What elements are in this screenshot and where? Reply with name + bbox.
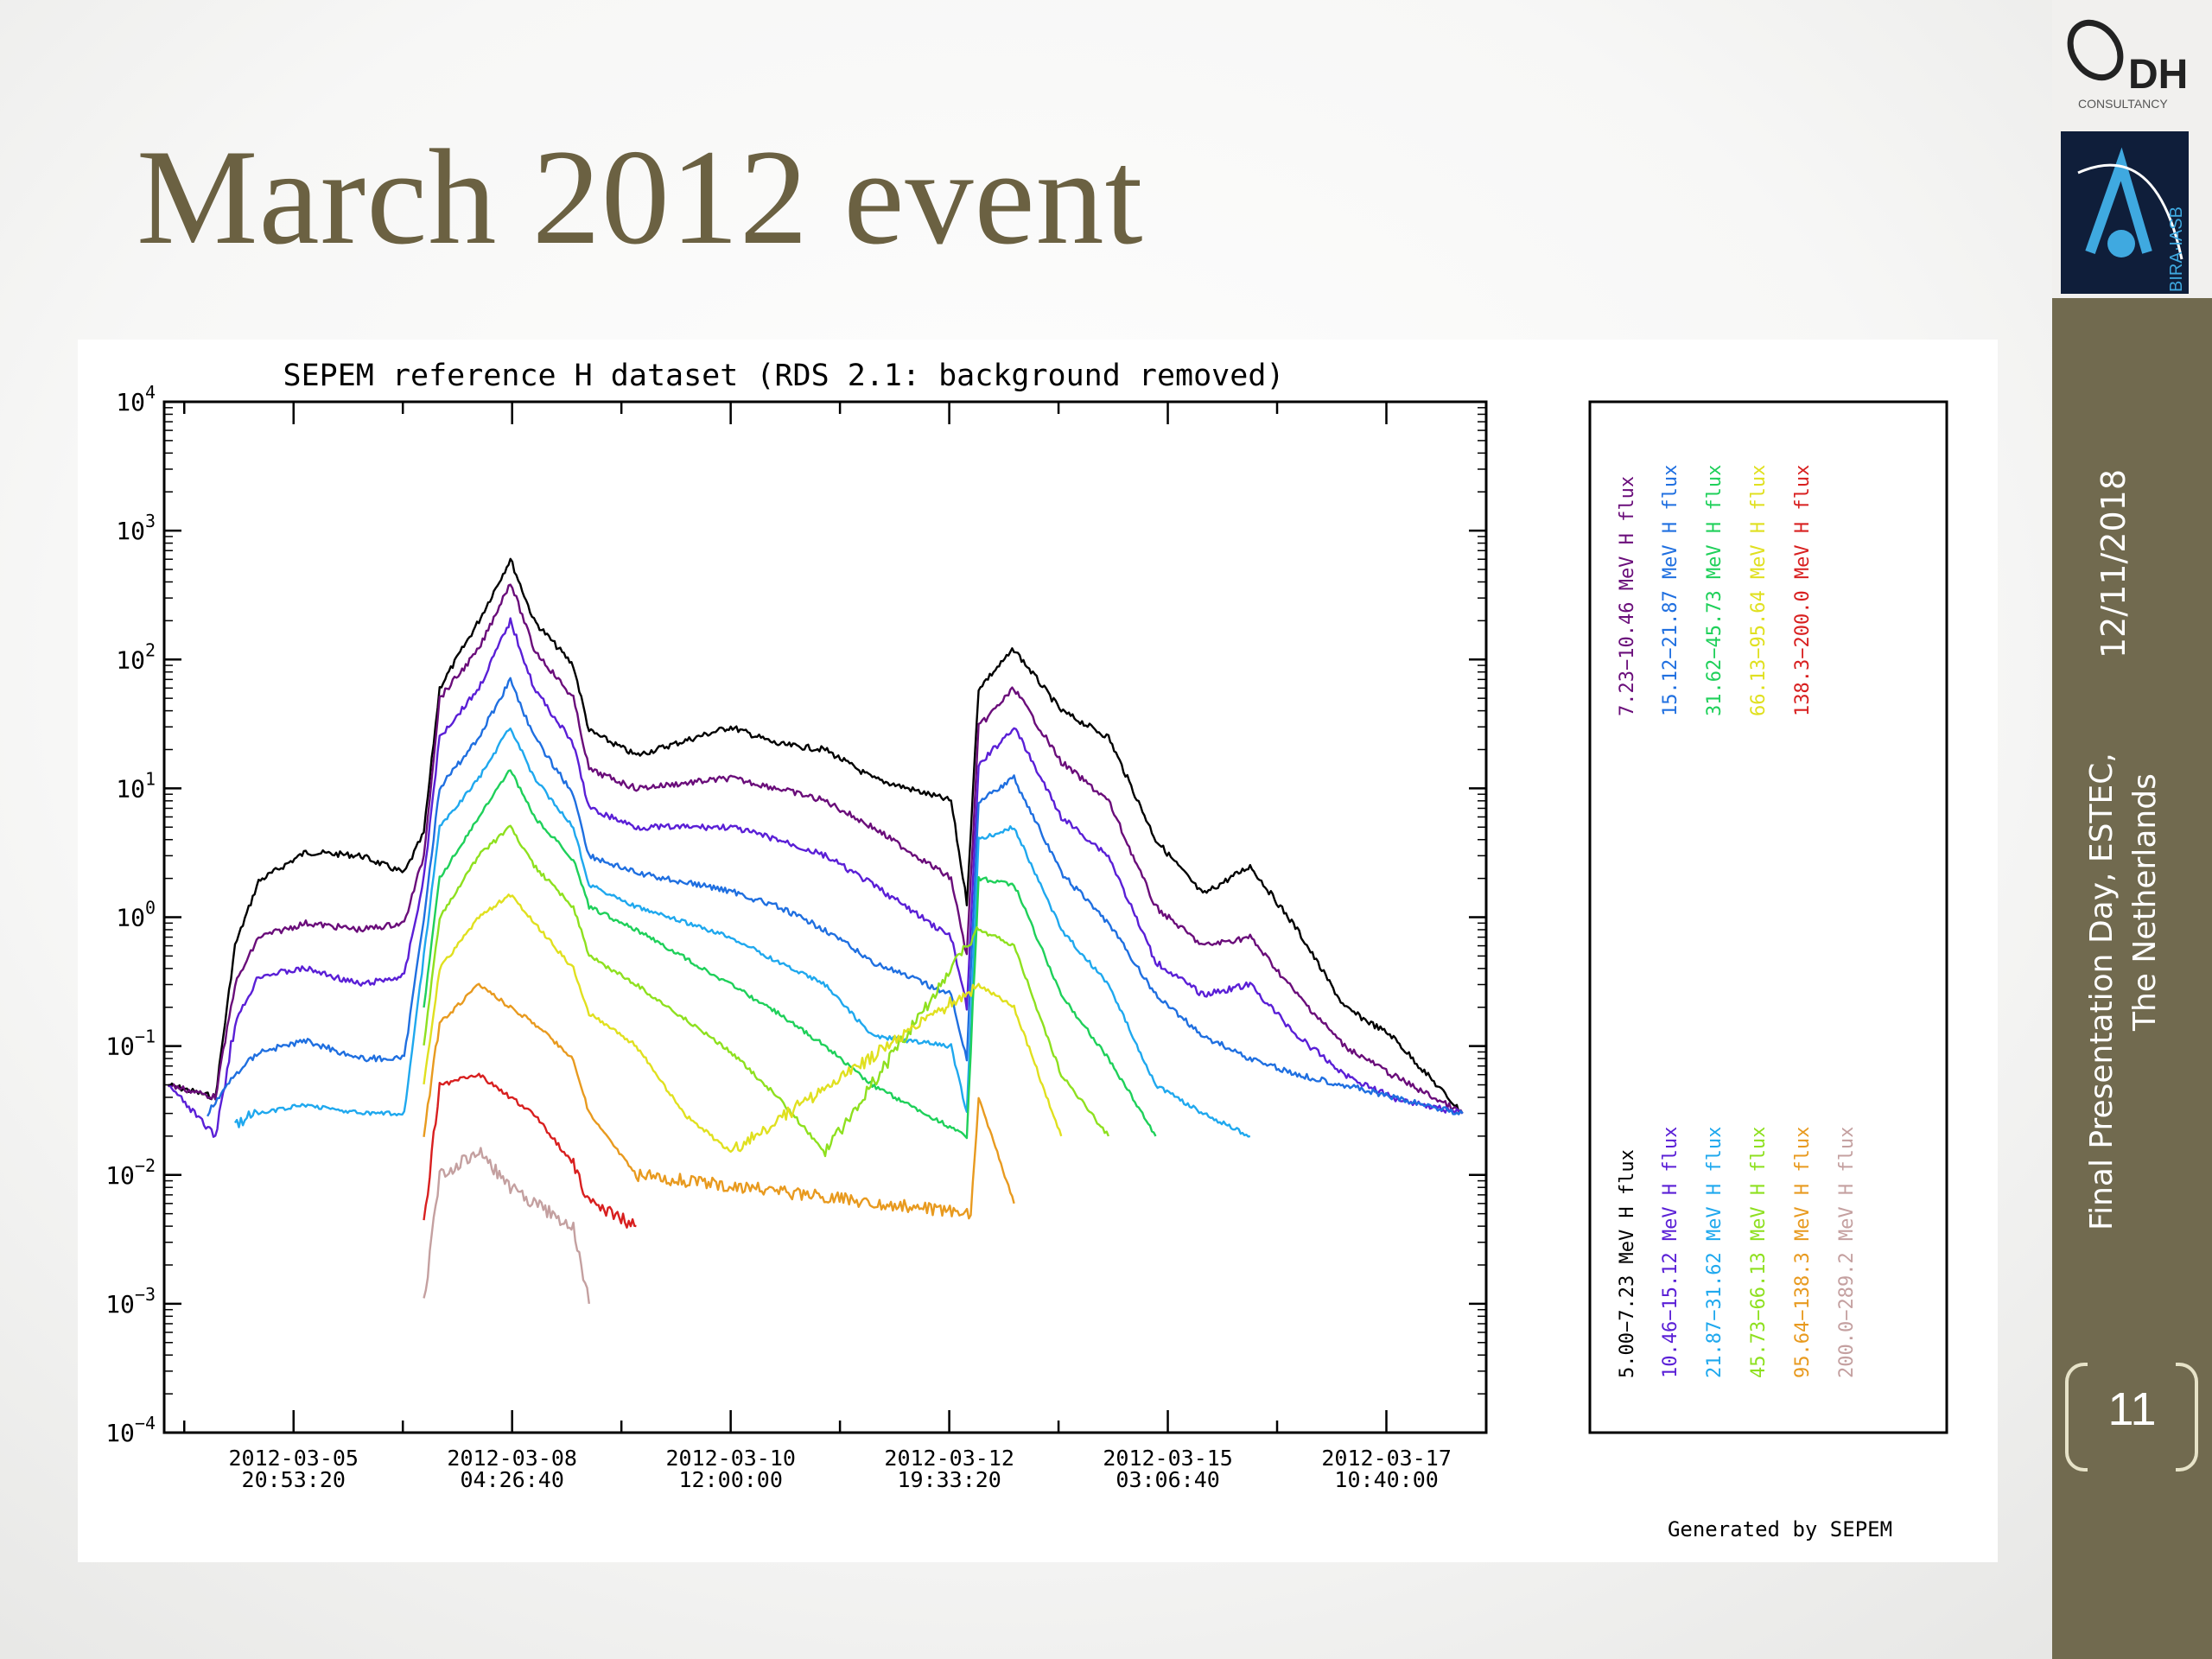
x-tick-label-time: 19:33:20 — [897, 1467, 1001, 1492]
series-line-9 — [423, 982, 1015, 1220]
page-number-bracket-right — [2176, 1363, 2198, 1471]
y-tick-label: 10−2 — [105, 1155, 156, 1190]
page-number-bracket-left — [2065, 1363, 2088, 1471]
x-tick-label-date: 2012-03-15 — [1103, 1446, 1233, 1471]
plot-series — [167, 557, 1464, 1305]
legend-entry-3: 10.46−15.12 MeV H flux — [1660, 1127, 1681, 1378]
legend-entry-9: 95.64−138.3 MeV H flux — [1792, 1127, 1814, 1378]
series-line-10 — [423, 1072, 637, 1229]
slide-date: 12/11/2018 — [2094, 468, 2133, 658]
y-tick-label: 100 — [116, 898, 156, 932]
series-line-7 — [423, 824, 1110, 1158]
x-tick-label-time: 12:00:00 — [679, 1467, 783, 1492]
legend-box — [1588, 400, 1948, 1434]
series-line-3 — [168, 617, 1464, 1138]
legend-entry-5: 21.87−31.62 MeV H flux — [1704, 1127, 1726, 1378]
logo-consultancy-text: CONSULTANCY — [2078, 97, 2168, 111]
legend-entry-8: 66.13−95.64 MeV H flux — [1748, 465, 1770, 716]
legend-entry-7: 45.73−66.13 MeV H flux — [1748, 1127, 1770, 1378]
logo-bira-text: BIRA·IASB — [2167, 207, 2186, 292]
chart-title: SEPEM reference H dataset (RDS 2.1: back… — [283, 359, 1285, 393]
legend-entry-10: 138.3−200.0 MeV H flux — [1792, 465, 1814, 716]
series-line-6 — [423, 769, 1157, 1140]
series-line-8 — [423, 893, 1063, 1154]
x-tick-label-date: 2012-03-08 — [447, 1446, 577, 1471]
x-tick-label-time: 03:06:40 — [1116, 1467, 1219, 1492]
series-line-2 — [167, 583, 1464, 1115]
bira-iasb-logo: BIRA·IASB — [2061, 131, 2189, 294]
y-tick-label: 10−4 — [105, 1413, 156, 1447]
logos: DH CONSULTANCY BIRA·IASB — [2061, 19, 2189, 294]
legend: 5.00−7.23 MeV H flux 10.46−15.12 MeV H fl… — [1617, 465, 1858, 1378]
legend-entry-2: 7.23−10.46 MeV H flux — [1617, 476, 1638, 716]
series-line-4 — [207, 677, 1464, 1117]
y-tick-label: 102 — [116, 639, 156, 674]
legend-entry-11: 200.0−289.2 MeV H flux — [1836, 1127, 1858, 1378]
series-line-5 — [234, 727, 1251, 1138]
y-tick-label: 103 — [116, 511, 156, 545]
slide-footer-line1: Final Presentation Day, ESTEC, — [2084, 753, 2120, 1230]
slide-title: March 2012 event — [137, 122, 1144, 273]
x-tick-label-date: 2012-03-17 — [1321, 1446, 1452, 1471]
y-tick-label: 104 — [116, 382, 156, 416]
y-tick-label: 101 — [116, 768, 156, 803]
x-tick-label-time: 20:53:20 — [242, 1467, 346, 1492]
chart-area: SEPEM reference H dataset (RDS 2.1: back… — [78, 340, 1998, 1562]
x-tick-label-date: 2012-03-12 — [884, 1446, 1014, 1471]
legend-entry-6: 31.62−45.73 MeV H flux — [1704, 465, 1726, 716]
logos-panel: DH CONSULTANCY BIRA·IASB — [2052, 0, 2212, 298]
series-line-11 — [423, 1147, 590, 1305]
page-number: 11 — [2107, 1383, 2157, 1435]
x-tick-label-time: 04:26:40 — [460, 1467, 563, 1492]
legend-entry-4: 15.12−21.87 MeV H flux — [1660, 465, 1681, 716]
axis-ticks — [164, 400, 1486, 1434]
legend-entry-1: 5.00−7.23 MeV H flux — [1617, 1149, 1638, 1378]
y-tick-label: 10−1 — [105, 1027, 156, 1061]
logo-dh-text: DH — [2128, 52, 2188, 98]
x-tick-label-time: 10:40:00 — [1334, 1467, 1438, 1492]
y-tick-label: 10−3 — [105, 1284, 156, 1319]
y-tick-labels: 10−4 10−3 10−2 10−1 100 101 102 103 104 — [105, 382, 156, 1447]
x-tick-label-date: 2012-03-10 — [665, 1446, 796, 1471]
dh-consultancy-logo: DH CONSULTANCY — [2067, 19, 2188, 111]
sepem-flux-chart: SEPEM reference H dataset (RDS 2.1: back… — [105, 359, 1948, 1541]
slide-footer-line2: The Netherlands — [2127, 773, 2163, 1031]
x-tick-label-date: 2012-03-05 — [228, 1446, 359, 1471]
series-line-1 — [168, 557, 1464, 1115]
generated-by-label: Generated by SEPEM — [1668, 1517, 1892, 1541]
